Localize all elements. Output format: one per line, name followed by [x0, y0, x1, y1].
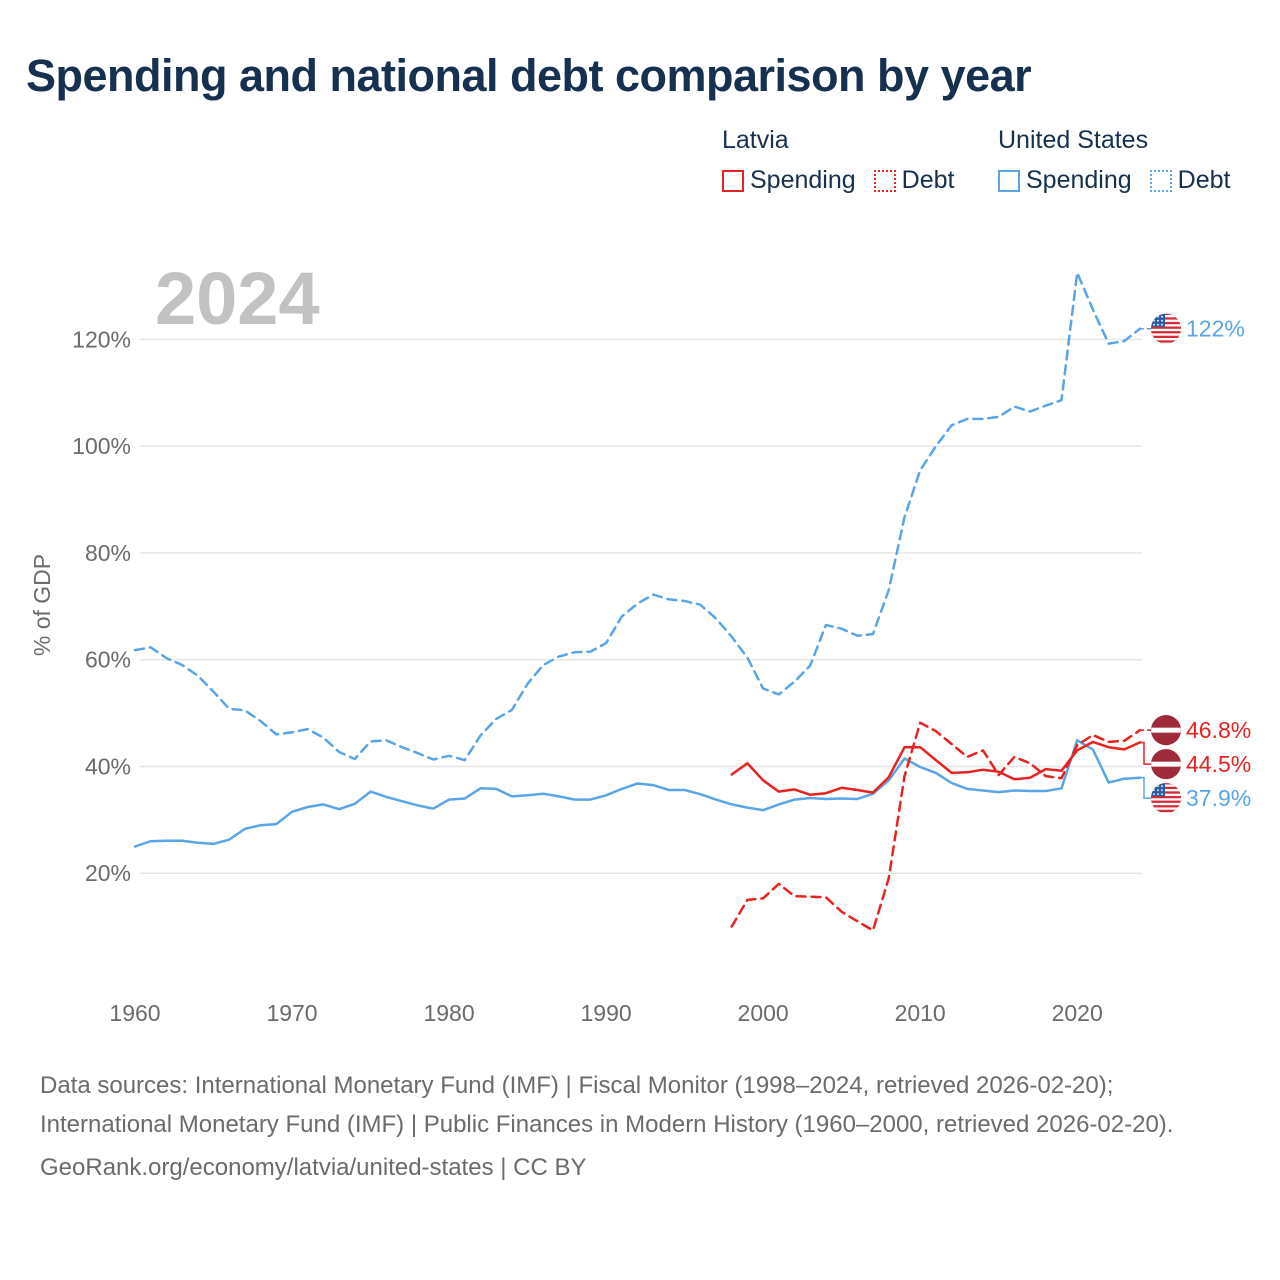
legend-label: Debt	[1177, 166, 1231, 194]
x-tick-label: 2020	[1052, 1000, 1103, 1026]
credit-link[interactable]: GeoRank.org/economy/latvia/united-states…	[40, 1154, 587, 1181]
end-value-label: 46.8%	[1186, 717, 1251, 743]
series-line-united-states-debt[interactable]	[133, 271, 1142, 762]
footer: Data sources: International Monetary Fun…	[40, 1066, 1240, 1187]
legend-united-states: United States Spending Debt	[998, 124, 1248, 195]
x-tick-label: 1960	[109, 1000, 160, 1026]
end-marker-united-states-spending: 37.9%	[1140, 776, 1251, 814]
gridlines	[140, 338, 1142, 874]
end-value-label: 37.9%	[1186, 785, 1251, 811]
legend-latvia: Latvia Spending Debt	[722, 124, 972, 195]
legend-group-latvia: Latvia	[722, 126, 789, 154]
legend-item-latvia-debt[interactable]: Debt	[873, 166, 955, 195]
legend-item-latvia-spending[interactable]: Spending	[722, 166, 856, 195]
x-axis: 1960 1970 1980 1990 2000 2010 2020	[109, 1000, 1102, 1026]
latvia-flag-icon	[1150, 714, 1182, 746]
chart-canvas: 2024 20%40%60%80%100%120% 1960 1970 1980 19…	[29, 257, 1251, 1026]
us-flag-icon	[1150, 313, 1182, 345]
end-marker-latvia-spending: 44.5%	[1140, 741, 1251, 780]
series-line-latvia-debt[interactable]	[730, 721, 1142, 932]
legend-label: Debt	[901, 166, 955, 194]
y-tick-label: 20%	[85, 860, 131, 886]
series-line-latvia-spending[interactable]	[730, 740, 1142, 797]
y-tick-label: 100%	[72, 433, 131, 459]
x-tick-label: 2000	[738, 1000, 789, 1026]
y-tick-label: 80%	[85, 540, 131, 566]
legend-item-us-spending[interactable]: Spending	[998, 166, 1132, 195]
legend-label: Spending	[750, 166, 856, 194]
y-tick-label: 120%	[72, 326, 131, 352]
legend-swatch-dotted-icon	[1149, 169, 1172, 192]
x-tick-label: 1990	[581, 1000, 632, 1026]
latvia-flag-icon	[1150, 748, 1182, 780]
end-connector	[1140, 741, 1152, 765]
chart-title: Spending and national debt comparison by…	[26, 50, 1032, 101]
y-tick-label: 40%	[85, 753, 131, 779]
legend-group-united-states: United States	[998, 126, 1149, 154]
y-axis-label: % of GDP	[29, 554, 55, 656]
x-tick-label: 2010	[895, 1000, 946, 1026]
data-sources: Data sources: International Monetary Fun…	[40, 1072, 1174, 1138]
x-tick-label: 1970	[266, 1000, 317, 1026]
end-marker-united-states-debt: 122%	[1140, 313, 1245, 345]
us-flag-icon	[1150, 782, 1182, 814]
legend-swatch-dotted-icon	[873, 169, 896, 192]
legend-swatch-solid-icon	[722, 169, 744, 192]
end-markers: 122% 46.8% 44.5% 37.9%	[1140, 313, 1251, 814]
end-value-label: 44.5%	[1186, 751, 1251, 777]
legend-label: Spending	[1026, 166, 1132, 194]
end-marker-latvia-debt: 46.8%	[1140, 714, 1251, 746]
year-watermark: 2024	[155, 257, 320, 340]
legend-item-us-debt[interactable]: Debt	[1149, 166, 1231, 195]
series-line-united-states-spending[interactable]	[133, 739, 1142, 848]
end-connector	[1140, 776, 1152, 799]
legend-swatch-solid-icon	[998, 169, 1020, 192]
y-axis: 20% 40% 60% 80% 100% 120%	[72, 326, 131, 886]
series-lines	[133, 271, 1142, 932]
end-value-label: 122%	[1186, 316, 1245, 342]
x-tick-label: 1980	[423, 1000, 474, 1026]
y-tick-label: 60%	[85, 647, 131, 673]
